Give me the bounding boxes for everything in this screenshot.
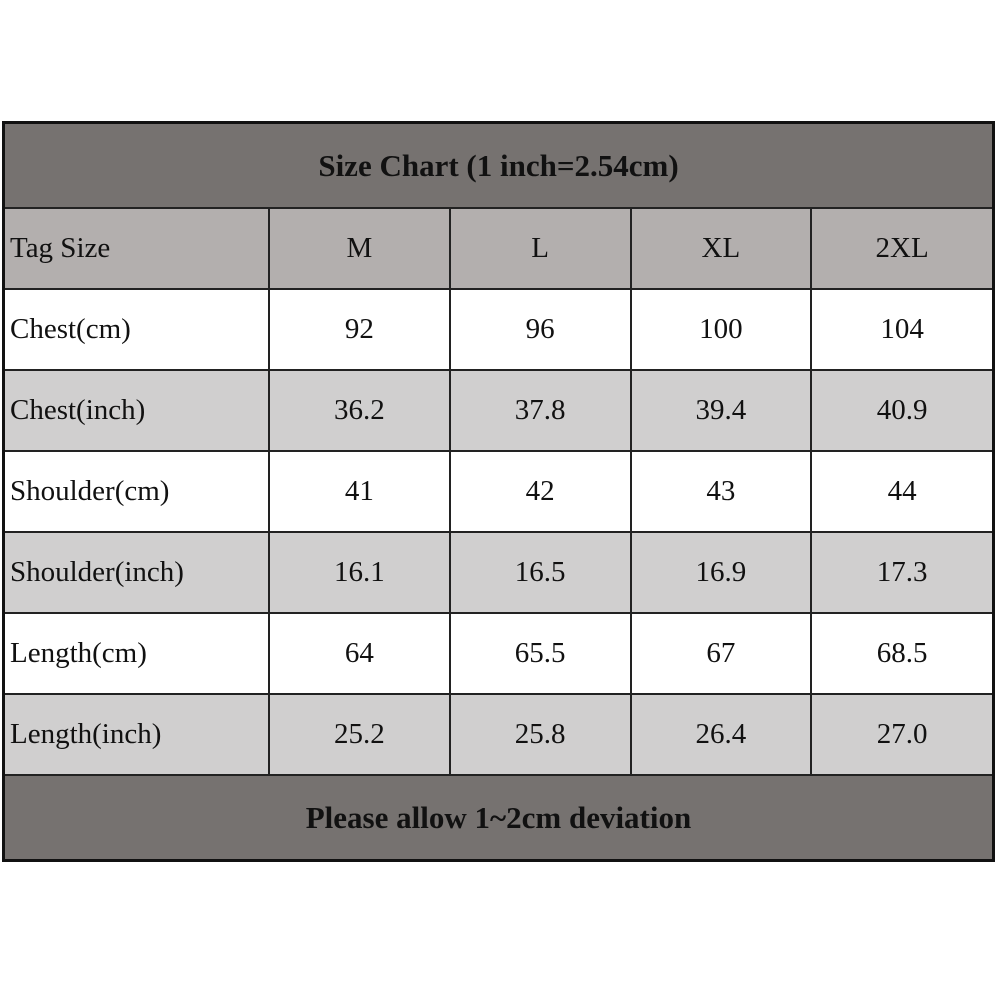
table-row: Shoulder(inch) 16.1 16.5 16.9 17.3 [5,531,992,614]
header-cell: XL [629,207,813,290]
size-value: 25.8 [448,693,632,776]
header-cell: Tag Size [5,207,270,290]
size-value: 39.4 [629,369,813,452]
size-value: 37.8 [448,369,632,452]
header-row: Tag Size M L XL 2XL [5,207,992,290]
row-label: Shoulder(cm) [5,450,270,533]
size-value: 64 [268,612,451,695]
chart-title: Size Chart (1 inch=2.54cm) [5,124,992,209]
size-value: 43 [629,450,813,533]
table-row: Length(cm) 64 65.5 67 68.5 [5,612,992,695]
size-value: 42 [448,450,632,533]
deviation-note: Please allow 1~2cm deviation [5,774,992,859]
size-value: 96 [448,288,632,371]
size-table: Size Chart (1 inch=2.54cm) Tag Size M L … [5,124,992,859]
size-value: 44 [810,450,992,533]
size-value: 36.2 [268,369,451,452]
title-row: Size Chart (1 inch=2.54cm) [5,124,992,209]
size-value: 68.5 [810,612,992,695]
size-value: 17.3 [810,531,992,614]
size-value: 25.2 [268,693,451,776]
size-value: 104 [810,288,992,371]
size-value: 67 [629,612,813,695]
header-cell: M [268,207,451,290]
size-value: 100 [629,288,813,371]
row-label: Length(inch) [5,693,270,776]
table-row: Shoulder(cm) 41 42 43 44 [5,450,992,533]
row-label: Chest(cm) [5,288,270,371]
size-value: 16.9 [629,531,813,614]
row-label: Shoulder(inch) [5,531,270,614]
header-cell: 2XL [810,207,992,290]
size-value: 41 [268,450,451,533]
size-value: 16.5 [448,531,632,614]
row-label: Chest(inch) [5,369,270,452]
footer-row: Please allow 1~2cm deviation [5,774,992,859]
table-row: Chest(cm) 92 96 100 104 [5,288,992,371]
size-value: 40.9 [810,369,992,452]
size-chart: Size Chart (1 inch=2.54cm) Tag Size M L … [2,121,995,862]
table-row: Chest(inch) 36.2 37.8 39.4 40.9 [5,369,992,452]
size-value: 92 [268,288,451,371]
size-value: 26.4 [629,693,813,776]
header-cell: L [448,207,632,290]
size-value: 27.0 [810,693,992,776]
size-value: 65.5 [448,612,632,695]
table-row: Length(inch) 25.2 25.8 26.4 27.0 [5,693,992,776]
size-value: 16.1 [268,531,451,614]
row-label: Length(cm) [5,612,270,695]
